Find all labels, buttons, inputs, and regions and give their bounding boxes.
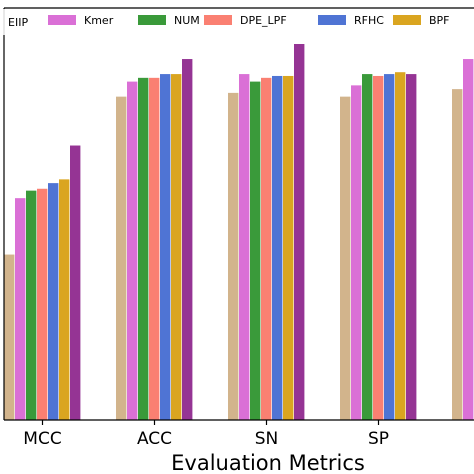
x-tick-label-mcc: MCC: [23, 429, 61, 449]
legend-swatch-bpf: [393, 15, 421, 25]
bar-acc-series-7: [182, 59, 193, 420]
bar-acc-rfhc: [160, 74, 171, 420]
bar-sp-kmer: [351, 85, 362, 421]
bar-sp-eiip: [340, 96, 351, 420]
bar-sn-bpf: [283, 75, 294, 421]
bar-sn-rfhc: [272, 75, 283, 421]
legend-swatch-rfhc: [318, 15, 346, 25]
bar-sn-eiip: [228, 92, 239, 420]
x-axis-title: Evaluation Metrics: [171, 451, 365, 474]
bar-acc-kmer: [127, 81, 138, 420]
x-tick-label-sp: SP: [368, 429, 389, 449]
legend-swatch-kmer: [48, 15, 76, 25]
bar-mcc-bpf: [59, 179, 70, 420]
bar-mcc-rfhc: [48, 183, 59, 420]
bar-sn-kmer: [239, 74, 250, 420]
bar-sp-rfhc: [384, 74, 395, 420]
legend-label-bpf: BPF: [429, 14, 450, 27]
bar-group: [4, 44, 474, 421]
bar-sp-num: [362, 74, 373, 420]
legend-label-rfhc: RFHC: [354, 14, 384, 27]
x-tick-labels: MCC ACC SN SP: [23, 420, 389, 449]
bar-sn-series-7: [294, 44, 305, 420]
axes: [3, 7, 474, 421]
bar-sp-series-7: [406, 74, 417, 420]
legend: EIIP Kmer NUM DPE_LPF RFHC BPF: [2, 9, 470, 35]
legend-label-dpe-lpf: DPE_LPF: [240, 14, 287, 27]
bar-mcc-num: [26, 190, 37, 420]
bar-acc-bpf: [171, 74, 182, 420]
bar-sp-bpf: [395, 72, 406, 420]
bar-acc-num: [138, 77, 149, 420]
legend-swatch-num: [138, 15, 166, 25]
bar-mcc-dpe-lpf: [37, 188, 48, 420]
bar-sp-dpe-lpf: [373, 75, 384, 421]
legend-label-eiip: EIIP: [8, 16, 28, 29]
legend-label-kmer: Kmer: [84, 14, 114, 27]
bar-extra-kmer: [463, 59, 474, 420]
legend-swatch-dpe-lpf: [204, 15, 232, 25]
bar-extra-eiip: [452, 89, 463, 421]
bar-sn-num: [250, 81, 261, 420]
x-tick-label-acc: ACC: [137, 429, 172, 449]
bar-mcc-series-7: [70, 145, 81, 420]
x-tick-label-sn: SN: [255, 429, 279, 449]
bar-acc-dpe-lpf: [149, 77, 160, 420]
bar-mcc-kmer: [15, 198, 26, 420]
bar-mcc-eiip: [4, 254, 15, 420]
bar-sn-dpe-lpf: [261, 77, 272, 420]
bar-acc-eiip: [116, 96, 127, 420]
legend-box: [2, 9, 470, 35]
legend-label-num: NUM: [174, 14, 200, 27]
